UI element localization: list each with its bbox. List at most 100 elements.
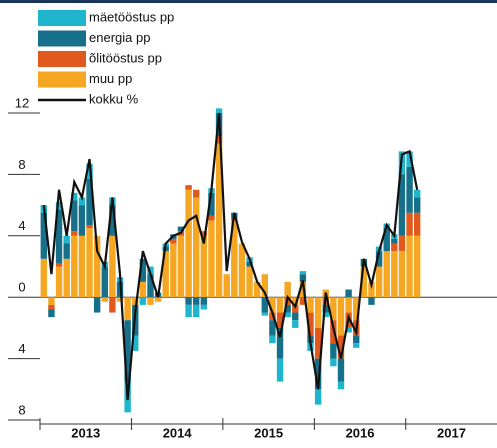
bar-segment [86,179,93,226]
bar-segment [193,297,200,305]
bar-segment [314,358,322,390]
bar-segment [170,238,177,244]
legend-swatch [38,30,86,47]
bar-segment [353,343,360,348]
bar-segment [299,271,307,275]
y-tick-label: 0 [18,280,25,295]
bar-segment [200,235,208,298]
bar-segment [55,202,63,210]
bar-segment [276,312,284,328]
y-tick-label: 8 [18,402,25,417]
legend-label: muu pp [89,71,132,86]
x-tick-label: 2015 [254,425,283,440]
bar-segment [48,309,55,318]
bar-segment [215,108,223,113]
bar-segment [48,297,55,305]
bar-segment [170,243,177,298]
bar-segment [322,304,329,313]
bar-segment [215,143,223,298]
bar-segment [101,297,108,302]
bar-segment [330,343,337,359]
bar-segment [124,320,131,382]
bar-segment [406,212,413,236]
bar-segment [299,274,307,282]
bar-segment [345,297,352,313]
x-tick-label: 2017 [437,425,466,440]
bar-segment [86,225,93,229]
y-tick-label: 4 [18,218,25,233]
bar-segment [337,358,345,382]
bar-segment [208,192,215,216]
bar-segment [185,297,192,305]
bar-segment [261,274,268,298]
bar-segment [231,220,238,298]
bar-segment [337,335,345,359]
bar-segment [261,312,268,316]
bar-segment [406,151,413,167]
bar-segment [353,297,360,321]
total-line [42,112,419,401]
bar-segment [413,212,421,236]
bar-segment [413,189,421,198]
bar-segment [200,297,208,305]
bar-segment [406,166,413,213]
bar-segment [185,189,192,298]
x-tick-label: 2016 [346,425,375,440]
bar-segment [413,235,421,298]
legend-swatch [38,71,86,88]
bar-segment [292,304,299,313]
bar-segment [391,243,398,252]
bar-segment [40,258,48,298]
bar-segment [398,251,406,298]
bar-segment [299,297,307,305]
bar-segment [246,261,253,267]
bar-segment [139,281,147,298]
bar-segment [368,297,375,305]
bar-segment [55,263,63,267]
bar-segment [71,200,78,232]
top-bar [0,0,497,3]
bar-segment [398,174,406,236]
bar-segment [398,235,406,252]
bar-segment [238,243,246,298]
bar-segment [307,297,314,313]
bar-segment [406,235,413,298]
bar-segment [177,235,185,298]
bar-segment [345,289,352,298]
legend-swatch [38,10,86,26]
bar-segment [330,358,337,367]
bar-segment [147,297,154,305]
bar-segment [78,235,86,298]
bar-segment [284,312,291,318]
bar-segment [391,238,398,244]
bar-segment [154,297,162,302]
bar-segment [269,312,276,321]
bar-segment [314,389,322,405]
bar-segment [78,205,86,236]
legend-label: kokku % [89,91,139,106]
bar-segment [40,212,48,259]
bar-segment [124,297,131,321]
bar-segment [48,304,55,310]
bar-segment [215,136,223,144]
bar-segment [314,327,322,359]
bar-segment [139,258,147,282]
bar-segment [322,312,329,318]
bar-segment [147,266,154,275]
bar-segment [185,185,192,190]
bar-segment [383,251,390,298]
bar-segment [353,335,360,344]
y-tick-label: 8 [18,157,25,172]
bar-segment [71,231,78,236]
bar-segment [78,197,86,206]
bar-segment [269,320,276,336]
bar-segment [193,304,200,318]
bar-segment [177,226,185,232]
bar-segment [261,297,268,313]
bar-segment [162,251,169,298]
legend-label: õlitööstus pp [89,50,162,65]
bar-segment [375,266,383,298]
bar-segment [63,258,70,298]
bar-segment [391,251,398,298]
bar-segment [284,304,291,313]
